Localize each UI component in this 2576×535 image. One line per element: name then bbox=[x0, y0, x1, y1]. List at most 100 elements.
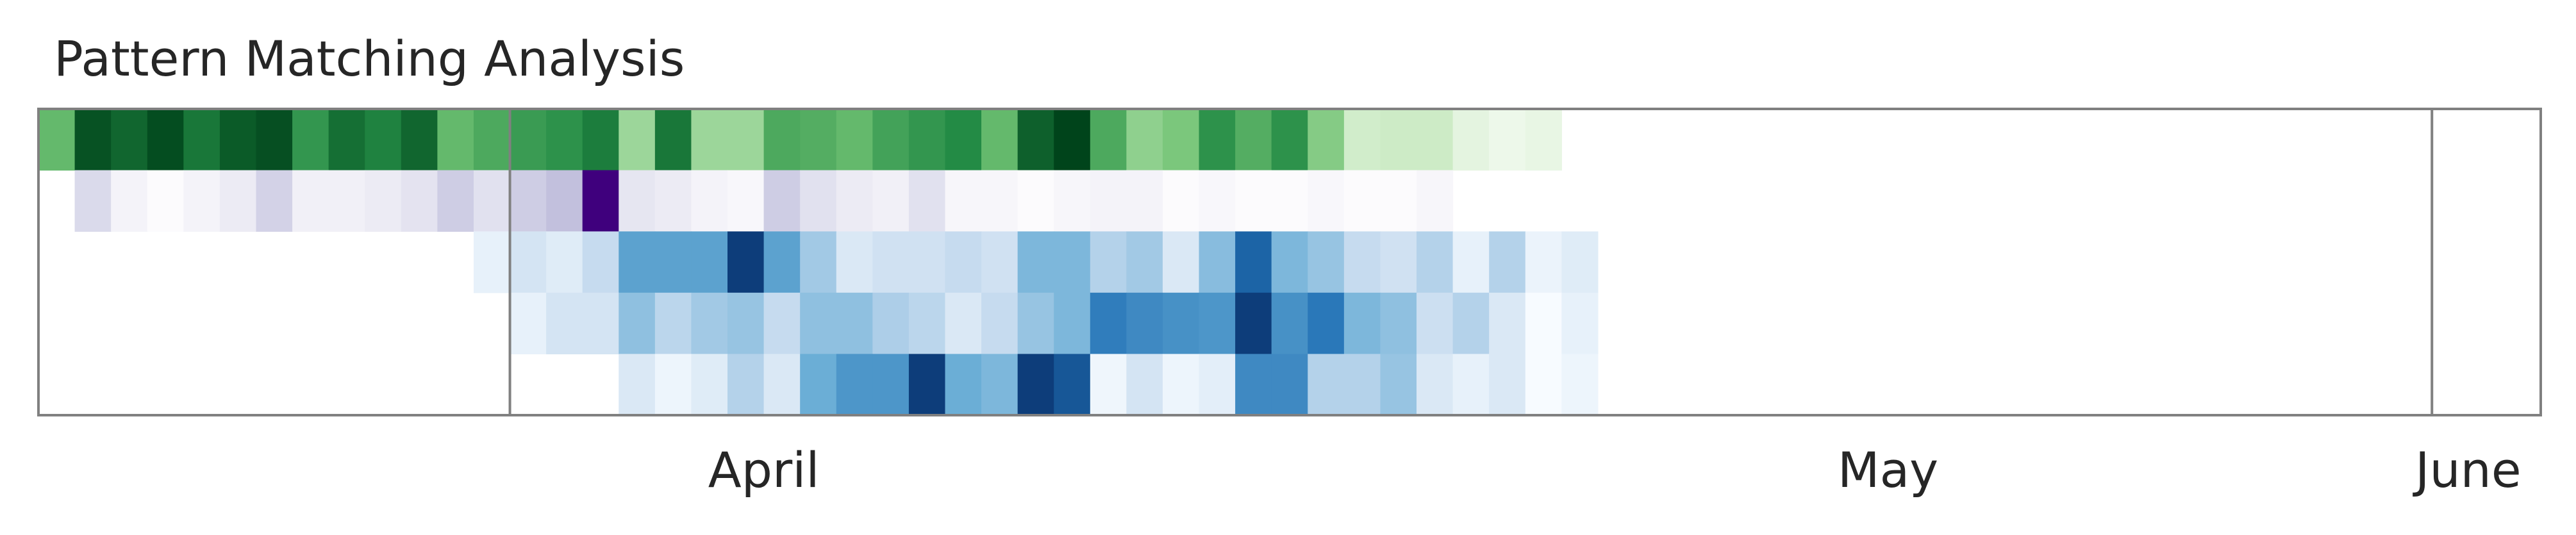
heatmap-cell bbox=[981, 170, 1018, 232]
heatmap-cell bbox=[147, 109, 184, 171]
heatmap-cell bbox=[800, 292, 837, 354]
heatmap-cell bbox=[1343, 109, 1381, 171]
heatmap-cell bbox=[1271, 354, 1308, 416]
heatmap-cell bbox=[691, 231, 728, 293]
heatmap-cell bbox=[763, 170, 801, 232]
heatmap-cell bbox=[74, 170, 112, 232]
heatmap-cell bbox=[1271, 231, 1308, 293]
heatmap-cell bbox=[654, 170, 692, 232]
heatmap-cell bbox=[256, 109, 293, 171]
heatmap-cell bbox=[1525, 292, 1562, 354]
heatmap-cell bbox=[1162, 170, 1200, 232]
heatmap-cell bbox=[510, 170, 547, 232]
heatmap-cell bbox=[1271, 170, 1308, 232]
heatmap-cell bbox=[619, 109, 656, 171]
heatmap-cell bbox=[473, 231, 511, 293]
heatmap-cell bbox=[183, 109, 220, 171]
heatmap-cell bbox=[510, 231, 547, 293]
heatmap-cell bbox=[1525, 231, 1562, 293]
heatmap-cell bbox=[1199, 170, 1236, 232]
heatmap-cell bbox=[1090, 354, 1127, 416]
heatmap-cell bbox=[1126, 292, 1163, 354]
heatmap-cell bbox=[328, 170, 365, 232]
heatmap-cell bbox=[219, 170, 257, 232]
heatmap-cell bbox=[147, 170, 184, 232]
heatmap-cell bbox=[727, 354, 765, 416]
heatmap-cell bbox=[1017, 109, 1054, 171]
heatmap-cell bbox=[619, 231, 656, 293]
heatmap-cell bbox=[908, 170, 946, 232]
heatmap-cell bbox=[836, 109, 873, 171]
heatmap-cell bbox=[1054, 292, 1091, 354]
heatmap-cell bbox=[1054, 231, 1091, 293]
heatmap-cell bbox=[908, 354, 946, 416]
heatmap-cell bbox=[1054, 170, 1091, 232]
heatmap-cell bbox=[1380, 292, 1417, 354]
heatmap-cell bbox=[800, 170, 837, 232]
heatmap-cell bbox=[1380, 231, 1417, 293]
heatmap-cell bbox=[1162, 354, 1200, 416]
chart-title: Pattern Matching Analysis bbox=[54, 30, 685, 87]
heatmap-cell bbox=[1343, 170, 1381, 232]
heatmap-cell bbox=[654, 231, 692, 293]
heatmap-cell bbox=[1525, 354, 1562, 416]
heatmap-cell bbox=[1235, 354, 1272, 416]
heatmap-cell bbox=[1162, 292, 1200, 354]
heatmap-cell bbox=[872, 354, 910, 416]
heatmap-cell bbox=[945, 109, 982, 171]
heatmap-cell bbox=[1417, 109, 1454, 171]
heatmap-cell bbox=[727, 292, 765, 354]
heatmap-cell bbox=[292, 170, 329, 232]
heatmap-cell bbox=[401, 109, 438, 171]
month-label: May bbox=[1838, 441, 1938, 498]
heatmap-cell bbox=[691, 170, 728, 232]
heatmap-cell bbox=[981, 109, 1018, 171]
plot-frame bbox=[37, 108, 2542, 416]
heatmap-cell bbox=[1417, 170, 1454, 232]
heatmap-cell bbox=[1090, 170, 1127, 232]
heatmap-cell bbox=[945, 231, 982, 293]
heatmap-cell bbox=[800, 231, 837, 293]
heatmap-cell bbox=[763, 231, 801, 293]
heatmap-cell bbox=[546, 231, 583, 293]
heatmap-cell bbox=[1235, 292, 1272, 354]
heatmap-cells bbox=[38, 109, 1599, 416]
heatmap-cell bbox=[1308, 231, 1345, 293]
heatmap-cell bbox=[1452, 109, 1490, 171]
heatmap-cell bbox=[1271, 109, 1308, 171]
heatmap-cell bbox=[1126, 170, 1163, 232]
heatmap-cell bbox=[981, 354, 1018, 416]
heatmap-cell bbox=[836, 231, 873, 293]
heatmap-cell bbox=[1126, 231, 1163, 293]
month-label: June bbox=[2413, 441, 2522, 498]
heatmap-cell bbox=[1417, 354, 1454, 416]
heatmap-cell bbox=[256, 170, 293, 232]
heatmap-cell bbox=[619, 170, 656, 232]
heatmap-cell bbox=[1090, 109, 1127, 171]
heatmap-cell bbox=[111, 170, 148, 232]
heatmap-cell bbox=[111, 109, 148, 171]
heatmap-cell bbox=[1126, 109, 1163, 171]
heatmap-cell bbox=[1090, 231, 1127, 293]
heatmap-cell bbox=[1199, 109, 1236, 171]
heatmap-cell bbox=[1561, 354, 1599, 416]
heatmap-cell bbox=[981, 292, 1018, 354]
heatmap-cell bbox=[872, 292, 910, 354]
heatmap-cell bbox=[328, 109, 365, 171]
heatmap-cell bbox=[836, 170, 873, 232]
heatmap-cell bbox=[908, 109, 946, 171]
month-dividers bbox=[508, 109, 2434, 415]
heatmap-cell bbox=[365, 170, 402, 232]
heatmap-cell bbox=[654, 109, 692, 171]
heatmap-cell bbox=[1417, 231, 1454, 293]
heatmap-cell bbox=[727, 109, 765, 171]
heatmap-cell bbox=[945, 170, 982, 232]
heatmap-cell bbox=[1017, 292, 1054, 354]
heatmap-cell bbox=[1489, 292, 1526, 354]
heatmap-cell bbox=[1489, 109, 1526, 171]
heatmap-cell bbox=[1452, 231, 1490, 293]
heatmap-cell bbox=[365, 109, 402, 171]
heatmap-cell bbox=[546, 170, 583, 232]
heatmap-cell bbox=[654, 292, 692, 354]
